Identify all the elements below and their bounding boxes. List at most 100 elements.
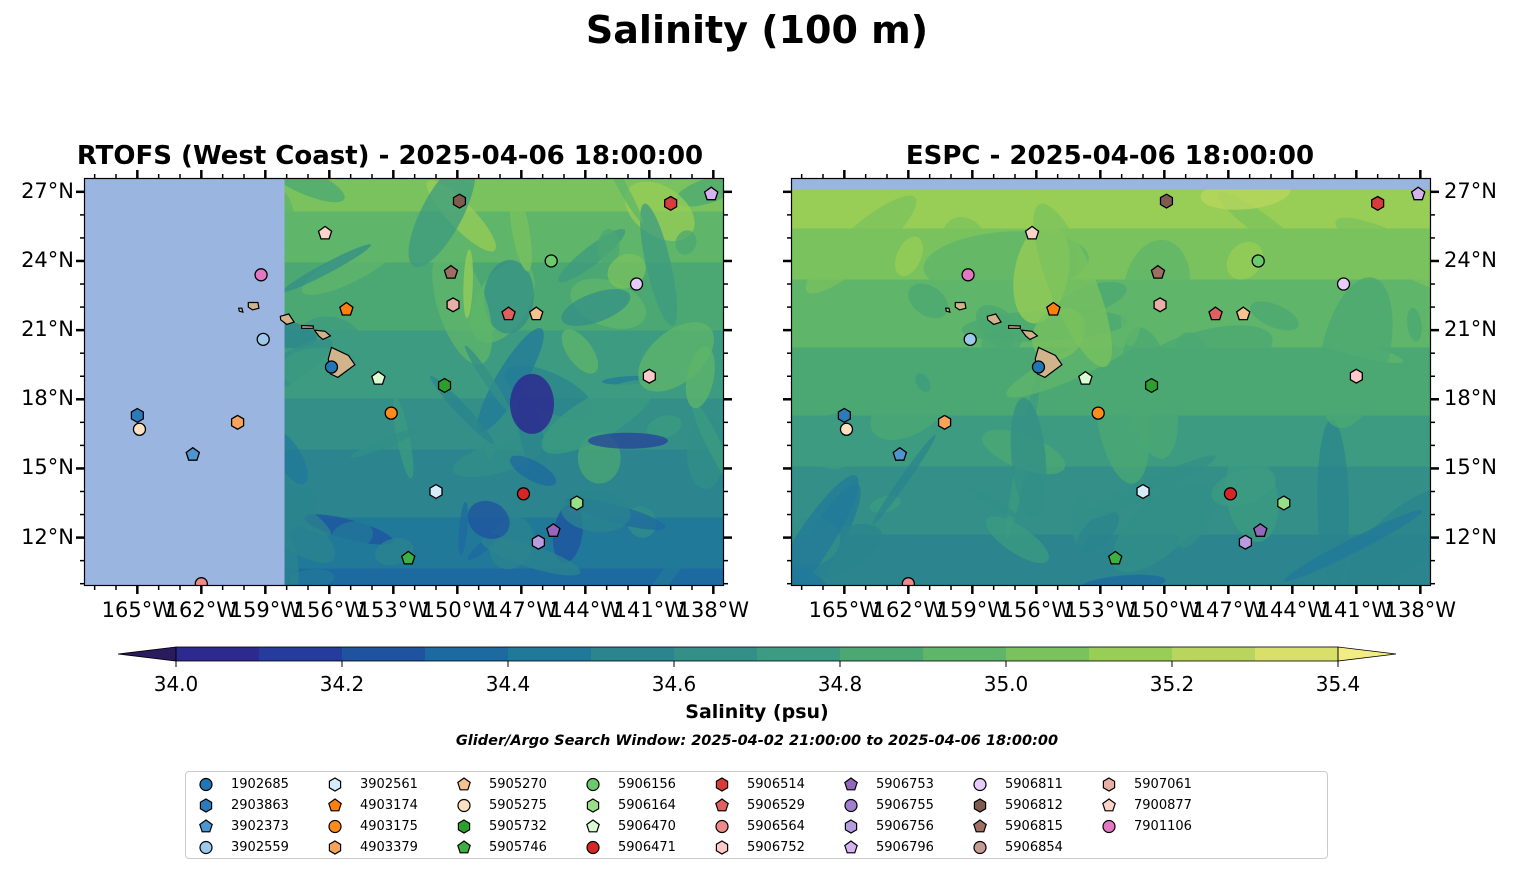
profile-marker-5906564 bbox=[901, 577, 915, 586]
y-tick-label: 18°N bbox=[21, 386, 74, 411]
legend-label: 4903174 bbox=[360, 798, 418, 813]
espc-salinity-map bbox=[783, 170, 1439, 594]
x-tick-label: 141°W bbox=[613, 598, 685, 622]
x-tick-label: 153°W bbox=[357, 598, 429, 622]
legend-marker bbox=[457, 777, 471, 791]
x-tick-label: 147°W bbox=[485, 598, 557, 622]
profile-marker-5906470 bbox=[371, 370, 386, 385]
legend-marker bbox=[844, 840, 858, 854]
profile-marker-3902559 bbox=[256, 332, 270, 347]
legend-marker bbox=[715, 840, 729, 855]
map-frame bbox=[790, 177, 1432, 587]
profile-marker-5906815 bbox=[443, 264, 459, 279]
colorbar bbox=[117, 646, 1397, 667]
profile-marker-5906756 bbox=[531, 534, 546, 550]
legend-marker bbox=[457, 840, 471, 854]
legend-item-5906812: 5906812 bbox=[969, 795, 1063, 816]
profile-marker-5906752 bbox=[1349, 368, 1363, 384]
profile-marker-7900877 bbox=[317, 225, 333, 240]
legend-label: 5906156 bbox=[618, 777, 676, 792]
x-tick-label: 156°W bbox=[293, 598, 365, 622]
profile-marker-5906753 bbox=[546, 522, 561, 537]
kauai-island bbox=[247, 301, 260, 311]
profile-marker-4903175 bbox=[384, 406, 398, 420]
legend-label: 7901106 bbox=[1134, 819, 1192, 834]
legend-item-5906796: 5906796 bbox=[840, 837, 934, 858]
colorbar-label: Salinity (psu) bbox=[685, 701, 829, 723]
profile-marker-5905270 bbox=[528, 306, 544, 321]
legend-label: 5906752 bbox=[747, 840, 805, 855]
legend-item-5906756: 5906756 bbox=[840, 816, 934, 837]
legend-marker bbox=[1102, 819, 1116, 834]
legend-label: 5906854 bbox=[1005, 840, 1063, 855]
legend-label: 5906470 bbox=[618, 819, 676, 834]
x-tick-label: 159°W bbox=[936, 598, 1008, 622]
profile-marker-5905732 bbox=[1144, 377, 1159, 394]
legend-item-2903863: 2903863 bbox=[195, 795, 289, 816]
profile-marker-5907061 bbox=[1153, 297, 1167, 313]
profile-marker-7901106 bbox=[961, 268, 975, 282]
legend-item-5905732: 5905732 bbox=[453, 816, 547, 837]
legend-marker bbox=[199, 798, 213, 813]
legend-item-5906753: 5906753 bbox=[840, 774, 934, 795]
right-panel-title: ESPC - 2025-04-06 18:00:00 bbox=[905, 141, 1315, 171]
legend-item-5906815: 5906815 bbox=[969, 816, 1063, 837]
x-tick-label: 162°W bbox=[872, 598, 944, 622]
legend-marker bbox=[844, 798, 858, 813]
colorbar-bin bbox=[425, 647, 509, 661]
legend-marker bbox=[844, 777, 858, 791]
legend-item-3902373: 3902373 bbox=[195, 816, 289, 837]
legend-item-5906752: 5906752 bbox=[711, 837, 805, 858]
molokai-island bbox=[1008, 324, 1021, 329]
kauai-island bbox=[954, 301, 967, 311]
x-tick-label: 138°W bbox=[1384, 598, 1456, 622]
legend-item-5906529: 5906529 bbox=[711, 795, 805, 816]
x-tick-label: 144°W bbox=[549, 598, 621, 622]
x-tick-label: 165°W bbox=[101, 598, 173, 622]
colorbar-tick-label: 34.0 bbox=[153, 672, 199, 696]
legend-item-5907061: 5907061 bbox=[1098, 774, 1192, 795]
figure-title: Salinity (100 m) bbox=[585, 8, 929, 52]
legend-marker bbox=[715, 777, 729, 792]
profile-marker-5905746 bbox=[400, 550, 416, 565]
profile-marker-5906815 bbox=[1150, 264, 1166, 279]
legend-label: 5906756 bbox=[876, 819, 934, 834]
legend-item-5905275: 5905275 bbox=[453, 795, 547, 816]
left-panel-title: RTOFS (West Coast) - 2025-04-06 18:00:00 bbox=[76, 141, 704, 171]
legend-item-5906854: 5906854 bbox=[969, 837, 1063, 858]
profile-marker-2903863 bbox=[837, 407, 851, 424]
y-tick-label: 21°N bbox=[21, 317, 74, 342]
colorbar-bin bbox=[508, 647, 592, 661]
x-tick-label: 156°W bbox=[1000, 598, 1072, 622]
profile-marker-5906156 bbox=[544, 254, 558, 268]
x-tick-label: 141°W bbox=[1320, 598, 1392, 622]
legend-label: 3902561 bbox=[360, 777, 418, 792]
legend-item-5906164: 5906164 bbox=[582, 795, 676, 816]
profile-marker-5906529 bbox=[501, 306, 516, 321]
legend-item-4903379: 4903379 bbox=[324, 837, 418, 858]
profile-marker-3902561 bbox=[1136, 483, 1150, 500]
profile-marker-5906470 bbox=[1078, 370, 1093, 385]
legend-item-5906470: 5906470 bbox=[582, 816, 676, 837]
legend-label: 5906514 bbox=[747, 777, 805, 792]
legend-label: 5906164 bbox=[618, 798, 676, 813]
x-tick-label: 147°W bbox=[1192, 598, 1264, 622]
legend-item-4903175: 4903175 bbox=[324, 816, 418, 837]
profile-marker-5906471 bbox=[1223, 487, 1238, 501]
legend-label: 5905732 bbox=[489, 819, 547, 834]
profile-marker-4903379 bbox=[230, 414, 245, 430]
legend-label: 5905275 bbox=[489, 798, 547, 813]
legend-label: 5906811 bbox=[1005, 777, 1063, 792]
legend-label: 4903175 bbox=[360, 819, 418, 834]
legend-label: 5906796 bbox=[876, 840, 934, 855]
x-tick-label: 159°W bbox=[229, 598, 301, 622]
y-tick-label: 24°N bbox=[1444, 247, 1497, 272]
oahu-island bbox=[279, 313, 296, 326]
legend-marker bbox=[973, 798, 987, 813]
legend-marker bbox=[844, 819, 858, 834]
niihau-island bbox=[237, 307, 244, 314]
profile-marker-5905746 bbox=[1107, 550, 1123, 565]
legend-label: 3902559 bbox=[231, 840, 289, 855]
profile-marker-5906529 bbox=[1208, 306, 1223, 321]
y-tick-label: 18°N bbox=[1444, 386, 1497, 411]
